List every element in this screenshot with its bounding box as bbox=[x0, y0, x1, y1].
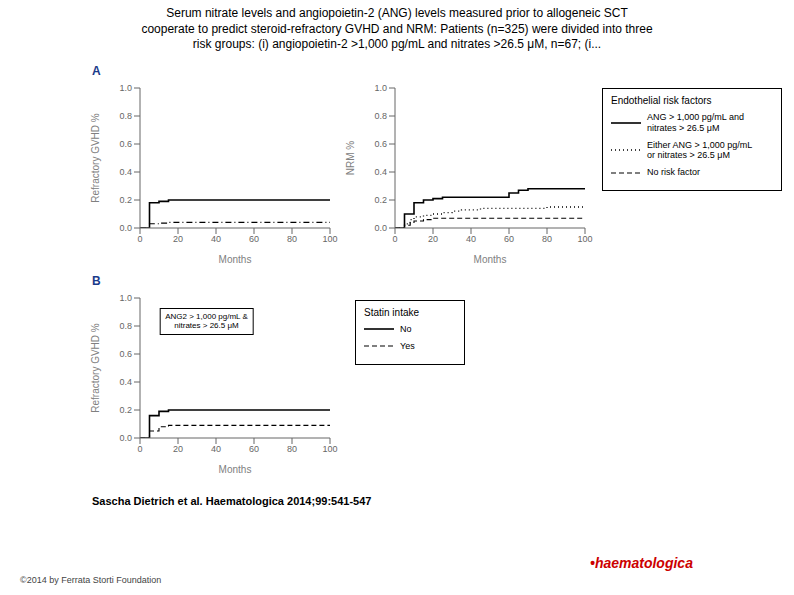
html-text:ANG2 > 1,000 pg/mL & nitrates: ANG2 > 1,000 pg/mL & nitrates > 26.5 μM bbox=[165, 311, 248, 331]
svg-text:0: 0 bbox=[137, 234, 142, 244]
svg-text:20: 20 bbox=[173, 444, 183, 454]
svg-text:0.0: 0.0 bbox=[119, 433, 132, 443]
svg-text:0.0: 0.0 bbox=[374, 223, 387, 233]
svg-text:1.0: 1.0 bbox=[374, 83, 387, 93]
svg-text:0.2: 0.2 bbox=[119, 195, 132, 205]
svg-text:0.8: 0.8 bbox=[119, 111, 132, 121]
svg-text:40: 40 bbox=[466, 234, 476, 244]
svg-text:40: 40 bbox=[211, 234, 221, 244]
svg-text:NRM %: NRM % bbox=[345, 141, 356, 176]
svg-text:0.6: 0.6 bbox=[119, 139, 132, 149]
svg-text:80: 80 bbox=[287, 444, 297, 454]
svg-text:0.6: 0.6 bbox=[374, 139, 387, 149]
svg-text:80: 80 bbox=[287, 234, 297, 244]
svg-text:1.0: 1.0 bbox=[119, 293, 132, 303]
svg-text:60: 60 bbox=[504, 234, 514, 244]
html-text:Serum nitrate levels and angio: Serum nitrate levels and angiopoietin-2 … bbox=[141, 6, 653, 52]
html-text:Yes: Yes bbox=[400, 340, 415, 351]
html-text:ANG > 1,000 pg/mL and nitrates: ANG > 1,000 pg/mL and nitrates > 26.5 μM bbox=[647, 112, 744, 133]
html-text:Either ANG > 1,000 pg/mL or ni: Either ANG > 1,000 pg/mL or nitrates > 2… bbox=[647, 139, 753, 161]
html-text:A: A bbox=[92, 64, 101, 78]
html-text:Sascha Dietrich et al. Haemato: Sascha Dietrich et al. Haematologica 201… bbox=[92, 495, 372, 507]
svg-text:20: 20 bbox=[428, 234, 438, 244]
svg-text:0.2: 0.2 bbox=[119, 405, 132, 415]
svg-text:0: 0 bbox=[392, 234, 397, 244]
svg-text:100: 100 bbox=[322, 444, 337, 454]
svg-text:80: 80 bbox=[542, 234, 552, 244]
svg-text:0.2: 0.2 bbox=[374, 195, 387, 205]
svg-text:Months: Months bbox=[219, 464, 252, 475]
svg-text:0.8: 0.8 bbox=[119, 321, 132, 331]
svg-text:0: 0 bbox=[137, 444, 142, 454]
svg-text:Months: Months bbox=[219, 254, 252, 265]
svg-text:Months: Months bbox=[474, 254, 507, 265]
svg-text:1.0: 1.0 bbox=[119, 83, 132, 93]
svg-text:0.4: 0.4 bbox=[374, 167, 387, 177]
svg-text:0.6: 0.6 bbox=[119, 349, 132, 359]
svg-text:20: 20 bbox=[173, 234, 183, 244]
svg-text:0.8: 0.8 bbox=[374, 111, 387, 121]
html-text:Statin intake: Statin intake bbox=[364, 307, 419, 318]
svg-text:40: 40 bbox=[211, 444, 221, 454]
html-text:B: B bbox=[92, 274, 101, 288]
html-text:No risk factor: No risk factor bbox=[647, 167, 700, 178]
svg-text:0.4: 0.4 bbox=[119, 377, 132, 387]
svg-text:60: 60 bbox=[249, 444, 259, 454]
svg-text:Refractory GVHD %: Refractory GVHD % bbox=[90, 323, 101, 413]
html-text:No: No bbox=[400, 324, 412, 334]
svg-text:100: 100 bbox=[322, 234, 337, 244]
svg-text:0.0: 0.0 bbox=[119, 223, 132, 233]
svg-text:60: 60 bbox=[249, 234, 259, 244]
svg-text:100: 100 bbox=[577, 234, 592, 244]
svg-text:0.4: 0.4 bbox=[119, 167, 132, 177]
html-text:©2014 by Ferrata Storti Founda: ©2014 by Ferrata Storti Foundation bbox=[20, 575, 162, 585]
html-text:•haematologica: •haematologica bbox=[590, 555, 693, 571]
svg-text:Refractory GVHD %: Refractory GVHD % bbox=[90, 113, 101, 203]
html-text:Endothelial risk factors: Endothelial risk factors bbox=[611, 95, 712, 106]
